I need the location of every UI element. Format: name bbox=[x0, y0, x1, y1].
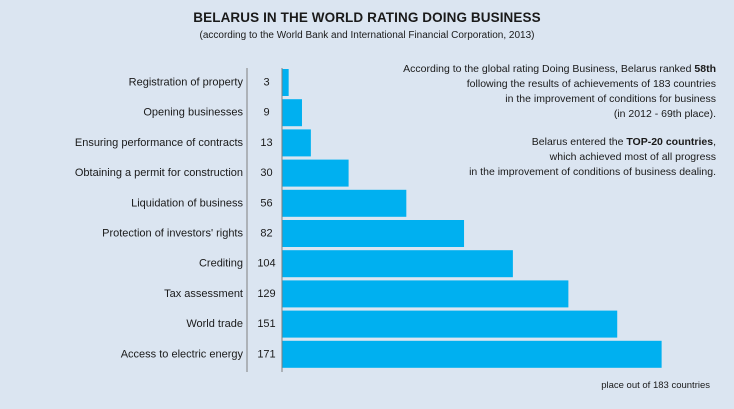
ranking-note-line4: (in 2012 - 69th place). bbox=[613, 108, 716, 120]
bar bbox=[282, 220, 465, 247]
top20-note-line1: Belarus entered the TOP-20 countries, bbox=[316, 135, 716, 150]
chart-subtitle: (according to the World Bank and Interna… bbox=[199, 30, 535, 41]
value-label: 13 bbox=[260, 137, 272, 149]
value-label: 56 bbox=[260, 197, 272, 209]
ranking-note: According to the global rating Doing Bus… bbox=[316, 62, 716, 122]
bar bbox=[282, 99, 302, 127]
bar bbox=[282, 159, 349, 187]
category-label: World trade bbox=[186, 318, 243, 330]
value-label: 129 bbox=[257, 288, 275, 300]
category-label: Liquidation of business bbox=[131, 197, 243, 209]
bar bbox=[282, 250, 513, 278]
top20-note-line3: in the improvement of conditions of busi… bbox=[469, 166, 716, 178]
bar bbox=[282, 69, 289, 96]
value-label: 82 bbox=[260, 228, 272, 240]
bar bbox=[282, 340, 662, 368]
bar bbox=[282, 129, 311, 157]
value-label: 171 bbox=[257, 348, 275, 360]
category-label: Access to electric energy bbox=[121, 348, 244, 360]
x-axis-label: place out of 183 countries bbox=[601, 380, 710, 391]
ranking-note-text: According to the global rating Doing Bus… bbox=[403, 63, 695, 75]
top20-note-line2: which achieved most of all progress bbox=[549, 151, 716, 163]
top20-note-comma: , bbox=[713, 136, 716, 148]
top20-note-highlight: TOP-20 countries bbox=[626, 136, 714, 148]
category-label: Ensuring performance of contracts bbox=[75, 137, 244, 149]
bar bbox=[282, 310, 618, 338]
category-label: Tax assessment bbox=[164, 288, 243, 300]
category-label: Registration of property bbox=[129, 77, 244, 89]
value-label: 3 bbox=[263, 77, 269, 89]
category-label: Protection of investors' rights bbox=[102, 228, 243, 240]
value-label: 104 bbox=[257, 258, 275, 270]
chart-title: BELARUS IN THE WORLD RATING DOING BUSINE… bbox=[193, 10, 541, 25]
value-label: 30 bbox=[260, 167, 272, 179]
bar bbox=[282, 189, 407, 217]
ranking-note-rank: 58th bbox=[694, 63, 716, 75]
ranking-note-line1: According to the global rating Doing Bus… bbox=[316, 62, 716, 77]
ranking-note-line3: in the improvement of conditions for bus… bbox=[505, 93, 716, 105]
category-label: Opening businesses bbox=[143, 107, 243, 119]
category-label: Obtaining a permit for construction bbox=[75, 167, 243, 179]
value-label: 151 bbox=[257, 318, 275, 330]
bar bbox=[282, 280, 569, 308]
top20-note: Belarus entered the TOP-20 countries, wh… bbox=[316, 135, 716, 180]
ranking-note-line2: following the results of achievements of… bbox=[466, 78, 716, 90]
top20-note-text: Belarus entered the bbox=[531, 136, 627, 148]
value-label: 9 bbox=[263, 107, 269, 119]
category-label: Crediting bbox=[199, 258, 243, 270]
